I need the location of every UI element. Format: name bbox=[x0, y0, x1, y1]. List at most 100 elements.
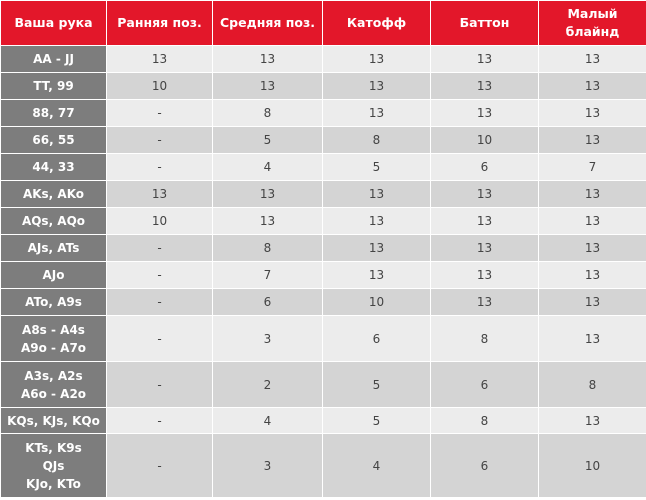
hand-cell: A3s, A2s A6o - A2o bbox=[0, 361, 107, 408]
hand-cell: 88, 77 bbox=[0, 99, 107, 127]
value-cell: 13 bbox=[322, 180, 431, 208]
value-cell: 13 bbox=[430, 45, 539, 73]
hand-cell: AJs, ATs bbox=[0, 234, 107, 262]
hand-cell: TT, 99 bbox=[0, 72, 107, 100]
value-cell: 5 bbox=[212, 126, 323, 154]
table-row: TT, 99 10 13 13 13 13 bbox=[0, 72, 646, 100]
value-cell: 10 bbox=[106, 72, 213, 100]
value-cell: - bbox=[106, 288, 213, 316]
value-cell: 13 bbox=[212, 180, 323, 208]
value-cell: 7 bbox=[538, 153, 646, 181]
table-row: AQs, AQo 10 13 13 13 13 bbox=[0, 207, 646, 235]
value-cell: 13 bbox=[538, 72, 646, 100]
value-cell: 13 bbox=[212, 72, 323, 100]
value-cell: 6 bbox=[212, 288, 323, 316]
value-cell: 6 bbox=[322, 315, 431, 362]
value-cell: 6 bbox=[430, 361, 539, 408]
value-cell: 13 bbox=[322, 99, 431, 127]
value-cell: 13 bbox=[538, 180, 646, 208]
hand-cell: AJo bbox=[0, 261, 107, 289]
value-cell: 13 bbox=[212, 45, 323, 73]
value-cell: 13 bbox=[538, 288, 646, 316]
table-row: AJs, ATs -8 13 13 13 bbox=[0, 234, 646, 262]
value-cell: 13 bbox=[106, 180, 213, 208]
value-cell: 13 bbox=[430, 72, 539, 100]
table-body: AA - JJ 13 13 13 13 13 TT, 99 10 13 13 13 13 88, 77-… bbox=[0, 45, 646, 498]
table-row: KQs, KJs, KQo -4 5 8 13 bbox=[0, 407, 646, 434]
hand-cell: AA - JJ bbox=[0, 45, 107, 73]
table-row: ATo, A9s -6 10 13 13 bbox=[0, 288, 646, 316]
value-cell: 8 bbox=[430, 407, 539, 434]
value-cell: 4 bbox=[212, 407, 323, 434]
value-cell: 4 bbox=[212, 153, 323, 181]
value-cell: 13 bbox=[322, 207, 431, 235]
value-cell: 10 bbox=[538, 433, 646, 498]
value-cell: 5 bbox=[322, 407, 431, 434]
value-cell: - bbox=[106, 407, 213, 434]
value-cell: 5 bbox=[322, 361, 431, 408]
value-cell: 13 bbox=[322, 234, 431, 262]
value-cell: 13 bbox=[106, 45, 213, 73]
value-cell: 4 bbox=[322, 433, 431, 498]
value-cell: - bbox=[106, 234, 213, 262]
table-row: 66, 55-5 8 10 13 bbox=[0, 126, 646, 154]
hand-cell: AQs, AQo bbox=[0, 207, 107, 235]
header-cell: Ваша рука bbox=[0, 0, 107, 46]
value-cell: 5 bbox=[322, 153, 431, 181]
value-cell: 13 bbox=[322, 72, 431, 100]
value-cell: - bbox=[106, 315, 213, 362]
header-cell: Баттон bbox=[430, 0, 539, 46]
value-cell: 7 bbox=[212, 261, 323, 289]
value-cell: - bbox=[106, 153, 213, 181]
value-cell: 3 bbox=[212, 315, 323, 362]
table-row: AA - JJ 13 13 13 13 13 bbox=[0, 45, 646, 73]
table-row: KTs, K9s QJs KJo, KTo -3 4 6 10 bbox=[0, 433, 646, 498]
value-cell: 13 bbox=[538, 45, 646, 73]
value-cell: - bbox=[106, 126, 213, 154]
value-cell: 13 bbox=[430, 261, 539, 289]
hand-cell: 66, 55 bbox=[0, 126, 107, 154]
hand-cell: ATo, A9s bbox=[0, 288, 107, 316]
hand-cell: AKs, AKo bbox=[0, 180, 107, 208]
value-cell: 10 bbox=[106, 207, 213, 235]
value-cell: 13 bbox=[430, 180, 539, 208]
value-cell: 13 bbox=[538, 407, 646, 434]
value-cell: - bbox=[106, 261, 213, 289]
value-cell: 13 bbox=[538, 126, 646, 154]
value-cell: - bbox=[106, 433, 213, 498]
value-cell: 13 bbox=[430, 234, 539, 262]
hand-cell: KQs, KJs, KQo bbox=[0, 407, 107, 434]
value-cell: - bbox=[106, 361, 213, 408]
value-cell: 13 bbox=[538, 99, 646, 127]
value-cell: 13 bbox=[430, 99, 539, 127]
header-cell: Малый блайнд bbox=[538, 0, 646, 46]
table-row: 88, 77-8 13 13 13 bbox=[0, 99, 646, 127]
value-cell: 13 bbox=[538, 234, 646, 262]
value-cell: 10 bbox=[430, 126, 539, 154]
header-cell: Средняя поз. bbox=[212, 0, 323, 46]
value-cell: 13 bbox=[430, 288, 539, 316]
value-cell: 13 bbox=[212, 207, 323, 235]
value-cell: 8 bbox=[430, 315, 539, 362]
value-cell: 13 bbox=[538, 207, 646, 235]
value-cell: 8 bbox=[538, 361, 646, 408]
table-row: AJo -7 13 13 13 bbox=[0, 261, 646, 289]
value-cell: 10 bbox=[322, 288, 431, 316]
table-row: 44, 33-4 5 6 7 bbox=[0, 153, 646, 181]
hand-cell: KTs, K9s QJs KJo, KTo bbox=[0, 433, 107, 498]
value-cell: 13 bbox=[430, 207, 539, 235]
value-cell: - bbox=[106, 99, 213, 127]
value-cell: 6 bbox=[430, 153, 539, 181]
value-cell: 13 bbox=[538, 261, 646, 289]
value-cell: 13 bbox=[322, 261, 431, 289]
value-cell: 2 bbox=[212, 361, 323, 408]
header-row: Ваша рука Ранняя поз. Средняя поз. Катофф Ба… bbox=[0, 0, 646, 46]
value-cell: 8 bbox=[212, 234, 323, 262]
table-row: A3s, A2s A6o - A2o -2 5 6 8 bbox=[0, 361, 646, 408]
value-cell: 8 bbox=[322, 126, 431, 154]
value-cell: 3 bbox=[212, 433, 323, 498]
hand-cell: A8s - A4s A9o - A7o bbox=[0, 315, 107, 362]
table-row: A8s - A4s A9o - A7o -3 6 8 13 bbox=[0, 315, 646, 362]
